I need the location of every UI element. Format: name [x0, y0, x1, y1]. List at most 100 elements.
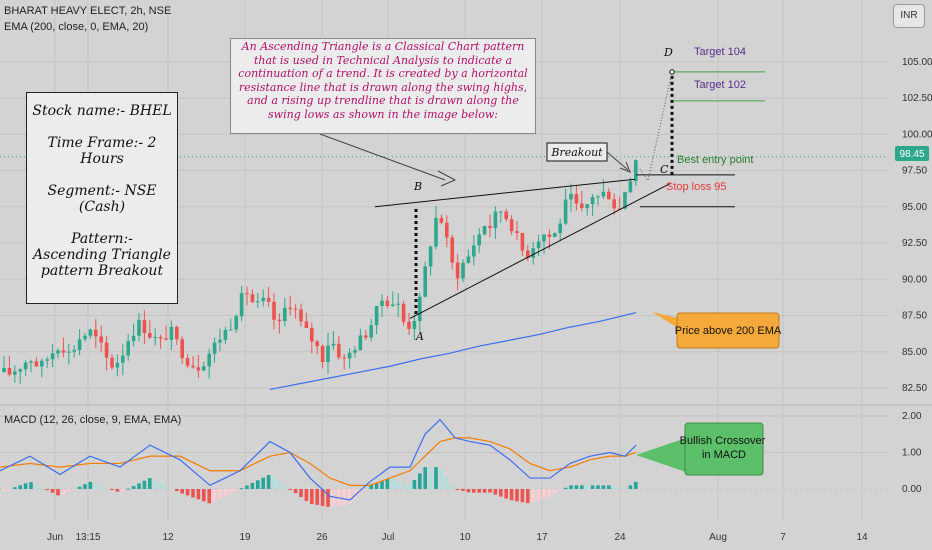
- macd-histogram-bar: [342, 489, 346, 505]
- candle-body: [34, 361, 39, 367]
- price-tick-label: 97.50: [902, 166, 927, 177]
- macd-histogram-bar: [2, 489, 6, 492]
- candle-body: [342, 357, 346, 359]
- candle-body: [83, 335, 87, 340]
- candle-body: [364, 335, 368, 338]
- candle-body: [634, 160, 638, 182]
- macd-histogram-bar: [218, 489, 222, 499]
- candle-body: [94, 329, 98, 337]
- candle-body: [29, 361, 33, 363]
- candle-body: [488, 225, 492, 229]
- macd-histogram-bar: [380, 480, 384, 489]
- candle-body: [88, 329, 93, 336]
- target-102-label: Target 102: [694, 79, 746, 91]
- candle-body: [212, 342, 217, 354]
- candle-body: [396, 303, 400, 305]
- macd-histogram-bar: [612, 486, 616, 489]
- candle-body: [563, 199, 568, 224]
- candle-body: [520, 232, 525, 251]
- candle-body: [569, 193, 573, 200]
- macd-histogram-bar: [88, 481, 93, 489]
- macd-histogram-bar: [45, 489, 49, 491]
- breakout-label: Breakout: [550, 146, 603, 159]
- macd-histogram-bar: [283, 485, 287, 489]
- candle-body: [40, 360, 44, 367]
- macd-histogram-bar: [547, 489, 552, 497]
- candle-body: [428, 246, 433, 267]
- candle-body: [320, 346, 325, 363]
- candle-body: [288, 307, 292, 309]
- candle-body: [531, 248, 535, 258]
- price-tick-label: 105.00: [902, 57, 932, 68]
- ema-callout-pointer: [652, 312, 678, 328]
- time-tick-label: Jun: [47, 532, 63, 543]
- note-arrow-head: [437, 170, 457, 187]
- price-tick-label: 100.00: [902, 129, 932, 140]
- price-tick-label: 82.50: [902, 383, 927, 394]
- candle-body: [369, 325, 373, 338]
- macd-histogram-bar: [574, 485, 579, 489]
- macd-histogram-bar: [40, 487, 44, 489]
- candle-body: [153, 336, 157, 338]
- macd-histogram-bar: [369, 484, 373, 489]
- price-tick-label: 85.00: [902, 347, 927, 358]
- macd-histogram-bar: [520, 489, 525, 503]
- macd-histogram-bar: [412, 479, 417, 489]
- candle-body: [331, 343, 336, 346]
- macd-histogram-bar: [617, 487, 622, 489]
- candle-body: [542, 234, 546, 242]
- candle-body: [315, 341, 319, 347]
- info-timeframe: Time Frame:- 2 Hours: [47, 135, 157, 167]
- macd-histogram-bar: [326, 489, 330, 507]
- candle-body: [283, 307, 287, 322]
- candle-body: [553, 233, 557, 237]
- macd-histogram-bar: [434, 467, 438, 489]
- macd-indicator-label[interactable]: MACD (12, 26, close, 9, EMA, EMA): [4, 414, 182, 426]
- candle-body: [7, 367, 12, 375]
- time-tick-label: 17: [536, 532, 548, 543]
- macd-histogram: [2, 467, 638, 507]
- candle-body: [450, 237, 454, 263]
- candle-body: [229, 329, 233, 331]
- macd-histogram-bar: [526, 489, 530, 504]
- candle-body: [374, 306, 379, 326]
- candle-body: [547, 234, 552, 237]
- time-tick-label: Jul: [382, 532, 395, 543]
- macd-histogram-bar: [509, 489, 514, 501]
- macd-callout-box: [684, 422, 764, 476]
- pattern-note: An Ascending Triangle is a Classical Cha…: [230, 38, 536, 134]
- point-d-label: D: [663, 46, 673, 59]
- time-tick-label: 10: [459, 532, 471, 543]
- candle-body: [99, 336, 103, 343]
- candle-body: [169, 326, 174, 340]
- macd-histogram-bar: [67, 489, 71, 493]
- last-price-badge: [895, 146, 929, 161]
- candle-body: [245, 293, 249, 295]
- macd-histogram-bar: [272, 477, 276, 489]
- point-d-marker: [669, 69, 675, 75]
- macd-histogram-bar: [153, 480, 157, 489]
- candle-body: [347, 352, 352, 359]
- stop-loss-label: Stop loss 95: [666, 181, 727, 193]
- currency-button[interactable]: INR: [893, 4, 925, 28]
- macd-histogram-bar: [158, 483, 163, 489]
- info-stock: Stock name:- BHEL: [32, 103, 172, 119]
- candle-body: [299, 309, 303, 322]
- macd-tick-label: 2.00: [902, 411, 922, 422]
- ema-indicator-label[interactable]: EMA (200, close, 0, EMA, 20): [4, 21, 149, 33]
- candle-body: [574, 193, 579, 204]
- macd-histogram-bar: [223, 489, 228, 497]
- candle-body: [131, 335, 136, 342]
- macd-histogram-bar: [461, 489, 465, 491]
- macd-histogram-bar: [18, 485, 22, 489]
- macd-histogram-bar: [61, 489, 66, 495]
- candle-body: [239, 293, 244, 317]
- point-c-label: C: [660, 163, 669, 176]
- macd-histogram-bar: [607, 485, 611, 489]
- macd-histogram-bar: [277, 481, 282, 489]
- candle-series: [2, 159, 638, 384]
- macd-histogram-bar: [164, 485, 168, 489]
- macd-histogram-bar: [50, 489, 55, 493]
- candle-body: [266, 297, 271, 302]
- candle-body: [50, 353, 55, 360]
